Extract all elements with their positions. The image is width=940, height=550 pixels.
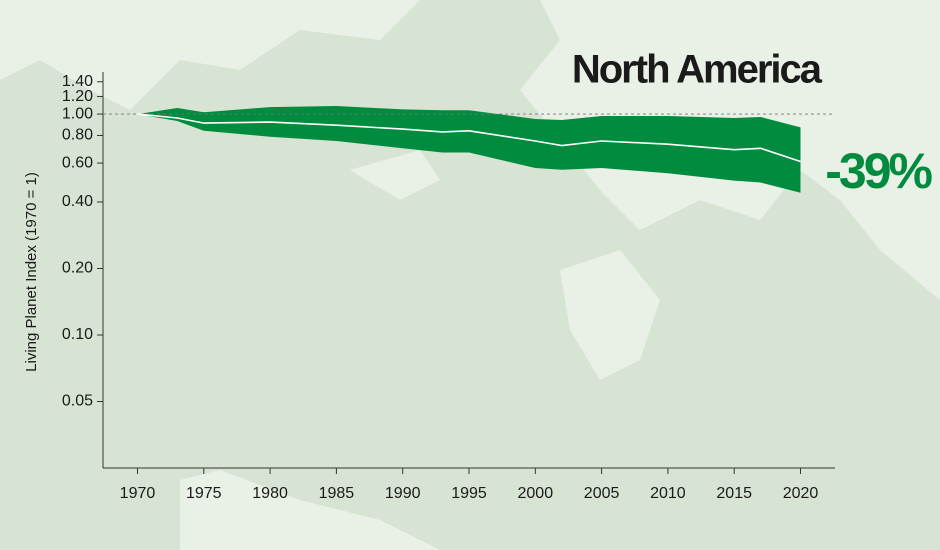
x-tick-label: 2010 [650, 485, 686, 502]
x-tick-label: 2015 [716, 485, 752, 502]
y-tick-label: 1.40 [62, 73, 93, 90]
chart-title: North America [572, 48, 823, 92]
x-tick-label: 1985 [319, 485, 355, 502]
index-line [137, 113, 801, 163]
x-tick-label: 1975 [186, 485, 222, 502]
y-tick-label: 0.60 [62, 154, 93, 171]
y-tick-label: 1.00 [62, 105, 93, 122]
x-tick-label: 1995 [451, 485, 487, 502]
y-tick-label: 0.80 [62, 127, 93, 144]
y-tick-label: 0.05 [62, 393, 93, 410]
x-tick-label: 2020 [783, 485, 819, 502]
y-tick-label: 0.40 [62, 193, 93, 210]
y-axis-label: Living Planet Index (1970 = 1) [23, 172, 40, 372]
y-tick-label: 1.20 [62, 88, 93, 105]
change-annotation: -39% [825, 143, 932, 199]
y-tick-label: 0.10 [62, 326, 93, 343]
x-tick-label: 1970 [120, 485, 156, 502]
y-tick-label: 0.20 [62, 260, 93, 277]
x-tick-label: 2000 [518, 485, 554, 502]
confidence-band [137, 106, 801, 193]
x-tick-label: 1990 [385, 485, 421, 502]
x-tick-label: 2005 [584, 485, 620, 502]
x-tick-label: 1980 [252, 485, 288, 502]
